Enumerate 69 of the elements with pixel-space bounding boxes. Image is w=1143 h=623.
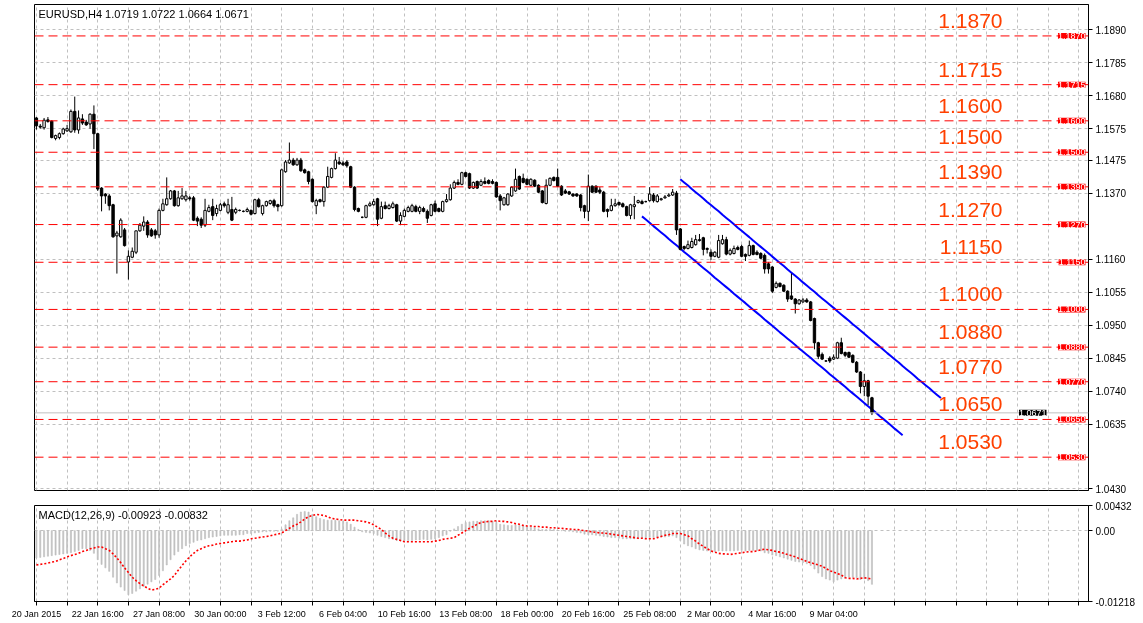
chart-title: MACD(12,26,9) -0.00923 -0.00832 <box>38 508 208 521</box>
text: 1.0650 <box>938 392 1003 416</box>
candlestick <box>709 248 713 261</box>
y-tick-label: 1.0430 <box>1095 483 1127 495</box>
text: 1.1870 <box>938 8 1003 32</box>
x-tick-label: 27 Jan 08:00 <box>133 608 186 619</box>
y-tick-label: 1.1055 <box>1095 287 1127 299</box>
ref-line-label: 1.0650 <box>1057 414 1086 425</box>
text: 1.0530 <box>938 430 1003 454</box>
x-tick-label: 3 Feb 12:00 <box>257 608 306 619</box>
candlestick <box>862 373 866 397</box>
text: 1.1150 <box>939 235 1003 259</box>
x-tick-label: 20 Jan 2015 <box>11 608 62 619</box>
ref-line-label: 1.1150 <box>1058 257 1086 268</box>
y-tick-label: 1.1680 <box>1095 90 1127 102</box>
x-tick-label: 30 Jan 00:00 <box>194 608 247 619</box>
text: 1.0770 <box>938 354 1003 378</box>
ref-line-label: 1.0530 <box>1057 452 1086 463</box>
text: 1.0880 <box>938 320 1003 344</box>
text: 1.1000 <box>938 282 1003 306</box>
y-tick-label: 1.1160 <box>1095 254 1126 266</box>
x-tick-label: 18 Feb 00:00 <box>500 608 554 619</box>
candlestick <box>211 198 215 221</box>
x-tick-label: 13 Feb 08:00 <box>439 608 493 619</box>
y-tick-label: -0.01218 <box>1095 596 1136 608</box>
text: 1.1715 <box>938 57 1003 81</box>
y-tick-label: 1.0635 <box>1095 419 1127 431</box>
candlestick <box>230 196 234 222</box>
ref-line-label: 1.0880 <box>1057 342 1086 353</box>
ref-line-label: 1.1000 <box>1057 304 1086 315</box>
ref-line-label: 1.0671 <box>1018 407 1047 418</box>
y-tick-label: 0.00 <box>1095 525 1116 537</box>
y-tick-label: 1.0950 <box>1095 320 1127 332</box>
line-series <box>35 513 873 591</box>
x-tick-label: 25 Feb 08:00 <box>623 608 677 619</box>
candlestick <box>165 176 169 207</box>
text: 1.1600 <box>938 93 1003 117</box>
candlestick <box>184 190 188 203</box>
y-tick-label: 1.1575 <box>1095 123 1127 135</box>
ref-line-label: 1.1500 <box>1057 147 1086 158</box>
text: 1.1270 <box>938 197 1003 221</box>
ref-line-label: 1.1600 <box>1057 115 1086 126</box>
candlestick <box>544 178 548 205</box>
y-tick-label: 1.1785 <box>1095 57 1127 69</box>
candlestick <box>73 96 77 134</box>
x-tick-label: 9 Mar 04:00 <box>809 608 858 619</box>
chart-title: EURUSD,H4 1.0719 1.0722 1.0664 1.0671 <box>38 7 249 20</box>
x-tick-label: 6 Feb 04:00 <box>319 608 368 619</box>
candlestick <box>203 198 207 228</box>
text: 1.1500 <box>938 125 1003 149</box>
y-tick-label: 1.1370 <box>1095 188 1127 200</box>
x-tick-label: 4 Mar 16:00 <box>748 608 797 619</box>
text: 1.1390 <box>938 159 1003 183</box>
ref-line-label: 1.1870 <box>1057 30 1086 41</box>
ref-line-label: 1.1270 <box>1057 219 1086 230</box>
line-series <box>640 215 904 437</box>
y-tick-label: 1.0845 <box>1095 353 1127 365</box>
x-tick-label: 10 Feb 16:00 <box>377 608 431 619</box>
ref-line-label: 1.1390 <box>1057 181 1086 192</box>
y-tick-label: 1.0740 <box>1095 386 1127 398</box>
x-tick-label: 22 Jan 16:00 <box>71 608 124 619</box>
ref-line-label: 1.1715 <box>1057 79 1086 90</box>
y-tick-label: 1.1890 <box>1095 24 1127 36</box>
x-tick-label: 20 Feb 16:00 <box>561 608 615 619</box>
candlestick <box>663 194 667 200</box>
y-tick-label: 1.1475 <box>1095 155 1127 167</box>
y-tick-label: 0.00432 <box>1095 500 1133 512</box>
x-tick-label: 2 Mar 00:00 <box>686 608 735 619</box>
ref-line-label: 1.0770 <box>1057 376 1086 387</box>
